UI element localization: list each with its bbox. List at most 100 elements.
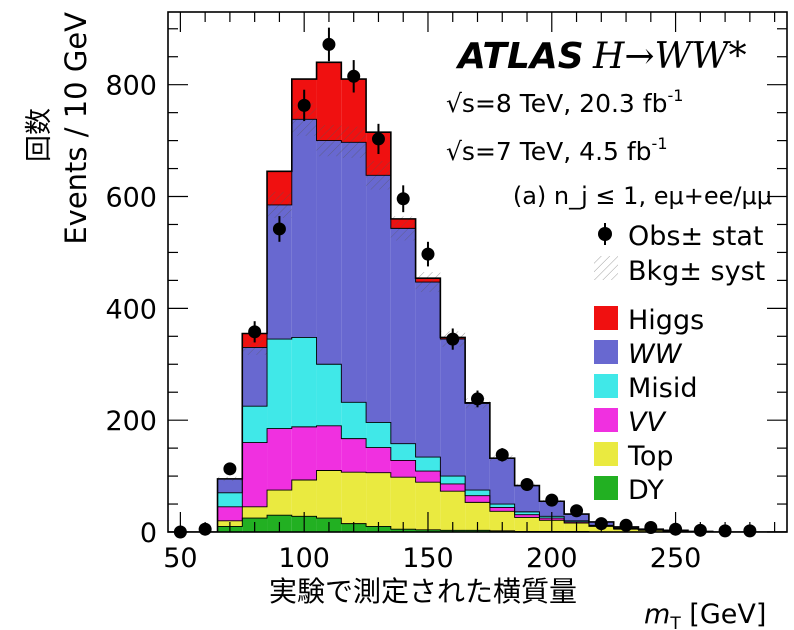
bar-misid-11: [440, 476, 466, 484]
obs-point-6: [322, 37, 336, 51]
obs-point-2: [223, 462, 237, 476]
stack-outline: [168, 61, 787, 532]
selection-label: (a) n_j ≤ 1, eμ+ee/μμ: [513, 182, 772, 210]
bar-top-6: [316, 470, 342, 519]
bar-vv-5: [291, 426, 317, 480]
obs-point-3: [248, 325, 262, 339]
tick-labels: 50 100 150 200 250 0 200 400 600 800: [105, 71, 701, 574]
obs-point-10: [421, 247, 435, 261]
bar-ww-5: [291, 119, 317, 338]
bar-misid-5: [291, 337, 317, 427]
atlas-label: ATLAS: [455, 36, 584, 77]
bar-misid-13: [489, 504, 515, 508]
bar-misid-4: [267, 339, 292, 429]
bar-ww-2: [217, 478, 243, 493]
bar-ww-15: [539, 501, 565, 517]
bar-vv-12: [465, 495, 490, 503]
bar-top-5: [291, 480, 317, 517]
outline-dy: [168, 514, 787, 532]
x-axis-label-jp: 実験で測定された横質量: [269, 575, 577, 608]
axes: [167, 11, 788, 533]
bar-misid-12: [465, 490, 490, 496]
bar-vv-2: [217, 506, 243, 521]
x-tick-label-100: 100: [278, 543, 330, 574]
bar-misid-16: [564, 520, 589, 522]
x-axis-label-unit: mT [GeV]: [644, 599, 766, 630]
legend-bkg-swatch: [594, 256, 618, 280]
y-tick-label-800: 800: [105, 71, 157, 102]
y-axis-label: Events / 10 GeV: [59, 12, 93, 245]
legend-obs-marker: [598, 227, 612, 241]
obs-point-9: [396, 192, 410, 206]
legend-item-obs: Obs± stat: [598, 221, 763, 252]
bar-ww-6: [316, 140, 342, 365]
legend-swatch-ww: [594, 340, 618, 364]
bar-top-3: [242, 506, 268, 519]
obs-point-12: [471, 392, 484, 406]
legend-label-dy: DY: [628, 475, 664, 506]
bar-ww-3: [242, 347, 268, 407]
legend-obs-label: Obs± stat: [628, 221, 763, 252]
legend-label-ww: WW: [628, 339, 683, 370]
bar-misid-10: [415, 457, 441, 472]
obs-point-11: [446, 332, 460, 346]
bar-vv-4: [267, 428, 292, 491]
bar-ww-7: [341, 142, 367, 403]
lumi-8tev: √s=8 TeV, 20.3 fb-1: [446, 86, 683, 118]
bar-ww-8: [366, 175, 391, 423]
y-axis-label-jp: 回数: [24, 108, 55, 162]
bar-ww-12: [465, 403, 490, 491]
bar-misid-2: [217, 492, 243, 507]
x-tick-label-250: 250: [650, 543, 702, 574]
legend-bkg-label: Bkg± syst: [628, 256, 765, 287]
bar-ww-10: [415, 282, 441, 458]
legend-swatch-top: [594, 442, 618, 466]
y-tick-label-200: 200: [105, 406, 157, 437]
bar-ww-16: [564, 514, 589, 521]
bar-top-8: [366, 472, 391, 527]
x-tick-label-200: 200: [526, 543, 578, 574]
process-label: H→WW*: [592, 36, 747, 77]
lumi-7tev: √s=7 TeV, 4.5 fb-1: [446, 134, 668, 166]
y-tick-label-600: 600: [105, 183, 157, 214]
obs-point-5: [297, 98, 311, 112]
bar-top-9: [390, 477, 416, 530]
bar-ww-9: [390, 228, 416, 444]
bar-misid-7: [341, 402, 367, 439]
outline-higgs: [168, 61, 787, 532]
legend-label-vv: VV: [628, 407, 667, 438]
bar-misid-9: [390, 443, 416, 461]
bar-vv-13: [489, 507, 515, 512]
bar-vv-10: [415, 471, 441, 483]
y-tick-label-0: 0: [140, 518, 157, 549]
bar-vv-8: [366, 447, 391, 473]
obs-point-7: [347, 69, 361, 83]
bar-misid-3: [242, 406, 268, 443]
obs-point-13: [495, 448, 509, 462]
legend-swatch-vv: [594, 408, 618, 432]
bar-top-13: [489, 511, 515, 531]
y-tick-label-400: 400: [105, 294, 157, 325]
legend-label-top: Top: [627, 441, 674, 472]
bar-vv-7: [341, 438, 367, 473]
obs-point-14: [520, 477, 534, 491]
bar-misid-8: [366, 422, 391, 448]
bar-vv-11: [440, 483, 466, 492]
bar-top-4: [267, 490, 292, 516]
bar-vv-9: [390, 460, 416, 478]
bar-ww-11: [440, 339, 466, 477]
legend-swatch-higgs: [594, 306, 618, 330]
bar-misid-14: [514, 511, 540, 515]
bar-top-7: [341, 472, 367, 524]
legend-label-higgs: Higgs: [628, 305, 704, 336]
bar-vv-3: [242, 442, 268, 507]
annotation-block: ATLAS H→WW* √s=8 TeV, 20.3 fb-1 √s=7 TeV…: [446, 36, 772, 210]
bar-vv-14: [514, 514, 540, 518]
x-tick-label-50: 50: [163, 543, 197, 574]
legend-swatch-dy: [594, 476, 618, 500]
obs-point-16: [570, 504, 584, 518]
bar-vv-6: [316, 425, 342, 471]
